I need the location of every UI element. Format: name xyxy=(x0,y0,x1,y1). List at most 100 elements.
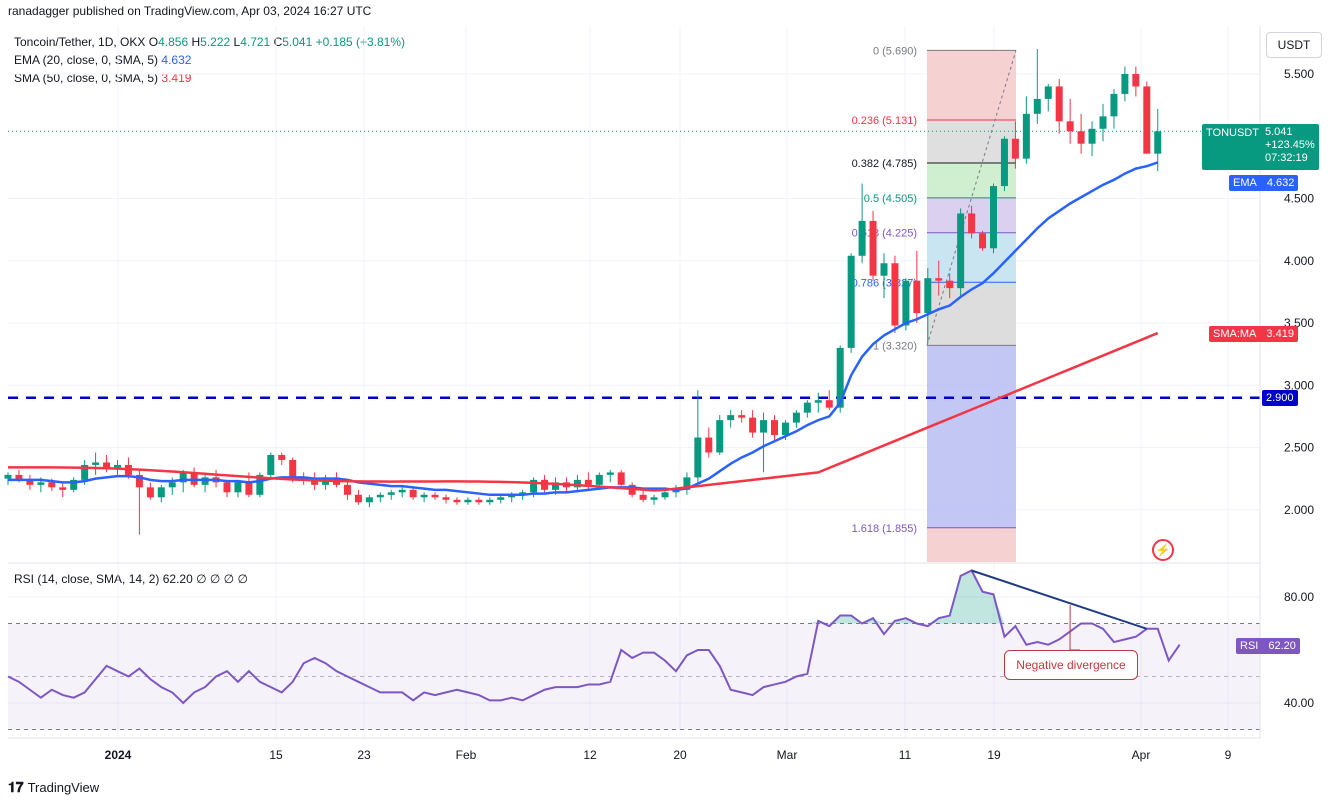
rsi-tick-label: 80.00 xyxy=(1284,590,1314,604)
fib-zone xyxy=(927,50,1016,120)
price-tick-label: 2.000 xyxy=(1284,503,1314,517)
time-tick-label: 20 xyxy=(673,748,687,762)
price-tick-label: 3.000 xyxy=(1284,378,1314,392)
candle-up xyxy=(387,492,395,495)
candle-up xyxy=(179,472,187,483)
candle-up xyxy=(924,278,932,314)
candle-countdown: 07:32:19 xyxy=(1264,152,1308,164)
fib-level-label: 1 (3.320) xyxy=(873,340,917,352)
candle-down xyxy=(935,278,943,281)
flash-icon[interactable]: ⚡ xyxy=(1152,539,1174,561)
candle-down xyxy=(354,494,362,503)
candle-up xyxy=(683,477,691,490)
candle-down xyxy=(343,484,351,495)
time-tick-label: 9 xyxy=(1225,748,1232,762)
price-tick-label: 4.000 xyxy=(1284,254,1314,268)
candle-up xyxy=(573,479,581,488)
candle-down xyxy=(15,474,23,480)
candle-up xyxy=(81,464,89,480)
change-value: +0.185 (+3.81%) xyxy=(315,35,406,49)
candle-down xyxy=(738,415,746,418)
candle-up xyxy=(1044,86,1052,99)
rsi-legend-value: 62.20 xyxy=(162,572,193,586)
price-change-pct: +123.45% xyxy=(1264,139,1315,151)
candle-up xyxy=(37,482,45,485)
candle-down xyxy=(771,420,778,436)
candle-down xyxy=(311,479,319,485)
candle-up xyxy=(990,186,997,249)
candle-up xyxy=(168,482,176,488)
candle-down xyxy=(705,437,713,453)
ema-legend[interactable]: EMA (20, close, 0, SMA, 5) 4.632 xyxy=(14,53,192,67)
candle-down xyxy=(103,462,111,468)
candle-up xyxy=(792,412,800,423)
fib-level-label: 0.382 (4.785) xyxy=(852,158,917,170)
candle-down xyxy=(1055,86,1063,122)
rsi-line xyxy=(7,569,1181,705)
candle-up xyxy=(497,497,505,500)
candle-down xyxy=(1066,121,1074,132)
sma-line xyxy=(7,331,1159,492)
candle-up xyxy=(486,499,494,503)
ema-price-tag: EMA 4.632 xyxy=(1229,175,1299,191)
candle-up xyxy=(376,494,384,498)
fib-level-label: 0.618 (4.225) xyxy=(852,228,917,240)
candle-down xyxy=(59,487,67,490)
low-value: 4.721 xyxy=(240,35,271,49)
candle-down xyxy=(442,497,450,500)
negative-divergence-annotation[interactable]: Negative divergence xyxy=(1004,650,1138,680)
candle-down xyxy=(1143,86,1151,154)
candle-up xyxy=(365,497,373,503)
candle-down xyxy=(913,280,921,314)
last-price-value: 5.041 xyxy=(1264,126,1293,138)
candle-up xyxy=(957,213,965,289)
candle-down xyxy=(223,482,231,493)
candle-up xyxy=(552,482,559,490)
level-price-tag: 2.900 xyxy=(1262,390,1298,406)
last-price-tag: TONUSDT 5.041 +123.45% 07:32:19 xyxy=(1202,124,1319,170)
fib-zone-extension xyxy=(927,527,1016,562)
symbol-name[interactable]: Toncoin/Tether, 1D, OKX xyxy=(14,35,146,49)
time-tick-label: 15 xyxy=(269,748,283,762)
candle-up xyxy=(760,420,768,433)
candle-down xyxy=(278,454,286,460)
candle-down xyxy=(475,499,483,503)
candle-down xyxy=(48,482,56,488)
candle-up xyxy=(847,255,855,348)
candle-down xyxy=(617,472,625,485)
fib-zone xyxy=(927,232,1016,283)
candle-up xyxy=(1099,116,1107,129)
candle-down xyxy=(135,474,143,488)
candle-down xyxy=(453,499,461,503)
fib-zone xyxy=(927,345,1016,528)
symbol-legend: Toncoin/Tether, 1D, OKX O4.856 H5.222 L4… xyxy=(14,35,406,49)
rsi-legend[interactable]: RSI (14, close, SMA, 14, 2) 62.20 ∅ ∅ ∅ … xyxy=(14,572,248,586)
candle-up xyxy=(1088,128,1096,144)
candle-up xyxy=(661,492,669,498)
fib-level-label: 0 (5.690) xyxy=(873,45,917,57)
candle-up xyxy=(727,415,735,421)
candle-down xyxy=(979,233,987,249)
open-value: 4.856 xyxy=(158,35,189,49)
ema-legend-value: 4.632 xyxy=(161,53,192,67)
candle-up xyxy=(1000,138,1008,187)
rsi-tick-label: 40.00 xyxy=(1284,696,1314,710)
candle-up xyxy=(4,474,12,479)
high-value: 5.222 xyxy=(200,35,231,49)
time-tick-label: 23 xyxy=(357,748,371,762)
divergence-trendline xyxy=(971,569,1148,630)
candle-down xyxy=(146,487,154,498)
time-tick-label: 11 xyxy=(899,748,912,762)
candle-up xyxy=(1121,74,1129,94)
candle-down xyxy=(289,459,297,478)
candle-down xyxy=(1077,131,1085,144)
candle-up xyxy=(814,400,822,403)
candle-up xyxy=(234,482,242,493)
candle-up xyxy=(398,489,406,493)
candle-up xyxy=(1033,98,1041,114)
currency-button[interactable]: USDT xyxy=(1266,32,1322,58)
tradingview-brand: TradingView xyxy=(27,780,100,795)
fib-level-label: 0.5 (4.505) xyxy=(864,193,917,205)
candle-down xyxy=(584,479,592,485)
